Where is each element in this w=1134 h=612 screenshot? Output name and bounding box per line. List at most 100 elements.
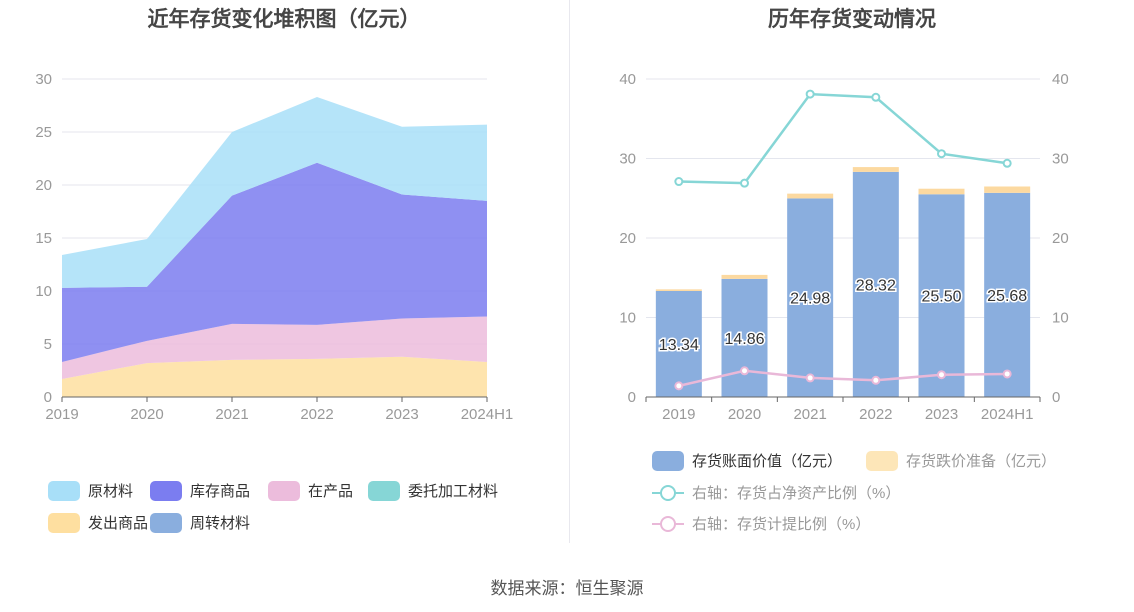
point-line_reserve_ratio	[805, 373, 815, 383]
y-tick-label: 25	[35, 124, 52, 141]
bar-reserve	[852, 167, 899, 172]
y-tick-label: 20	[35, 177, 52, 194]
legend-item-bar_book[interactable]: 存货账面价值（亿元）	[652, 450, 842, 471]
point-line_reserve_ratio	[1002, 369, 1012, 379]
stacked-area-chart: 0 5 10 15 20 25 30 2019 2020 2021 2022 2023 2024H1	[35, 71, 514, 423]
bar-reserve	[984, 186, 1031, 193]
point-line_ratio_net	[740, 178, 749, 188]
x-tick-label: 2022	[859, 406, 892, 423]
y-tick-label: 5	[44, 336, 52, 353]
legend-swatch	[652, 450, 684, 471]
bar-reserve	[721, 274, 768, 279]
legend-swatch	[150, 480, 182, 501]
y-tick-label: 0	[44, 389, 52, 406]
legend-item-shipped[interactable]: 发出商品	[48, 512, 148, 533]
y-tick-label: 10	[619, 310, 636, 327]
x-tick-label: 2024H1	[981, 406, 1034, 423]
bar-book-value	[918, 194, 965, 397]
legend-swatch	[48, 512, 80, 533]
legend-label: 原材料	[88, 483, 134, 500]
left-chart-panel: 近年存货变化堆积图（亿元） 0 5 10 15 20 25 30 2019 2020 2021 20…	[0, 0, 568, 560]
right-chart-title: 历年存货变动情况	[768, 8, 936, 31]
point-line_reserve_ratio	[740, 366, 749, 376]
legend-label: 周转材料	[190, 515, 251, 532]
bar-reserve	[655, 289, 702, 291]
x-tick-label: 2021	[793, 406, 826, 423]
legend-item-line_reserve_ratio[interactable]: 右轴：存货计提比例（%）	[652, 513, 870, 534]
bar-book-value	[721, 278, 768, 397]
x-tick-label: 2024H1	[461, 406, 514, 423]
y2-tick-label: 0	[1052, 389, 1060, 406]
y2-tick-label: 10	[1052, 310, 1069, 327]
x-tick-label: 2022	[300, 406, 333, 423]
legend-item-raw[interactable]: 原材料	[48, 480, 133, 501]
x-tick-label: 2019	[662, 406, 695, 423]
legend-swatch	[652, 483, 684, 503]
legend-swatch	[866, 450, 898, 471]
right-chart-panel: 历年存货变动情况 0 10 20 30 40 0 10 20 30 40 13.34 14.86 24.…	[570, 0, 1134, 560]
point-line_ratio_net	[1002, 158, 1012, 168]
point-line_ratio_net	[674, 177, 684, 187]
point-line_ratio_net	[871, 92, 881, 102]
y-tick-label: 0	[628, 389, 636, 406]
area-shipped	[62, 356, 487, 397]
legend-item-wip[interactable]: 在产品	[268, 480, 353, 501]
legend-label: 右轴：存货计提比例（%）	[692, 516, 871, 533]
x-tick-label: 2019	[45, 406, 78, 423]
y-tick-label: 30	[619, 151, 636, 168]
line-line_reserve_ratio	[678, 369, 1008, 388]
legend-item-turnover[interactable]: 周转材料	[150, 512, 250, 533]
legend-label: 存货跌价准备（亿元）	[906, 453, 1057, 470]
point-line_ratio_net	[937, 149, 946, 159]
bar-value-label: 25.68	[987, 288, 1027, 305]
point-line_reserve_ratio	[871, 375, 881, 385]
y2-tick-label: 30	[1052, 151, 1069, 168]
y2-tick-label: 40	[1052, 71, 1069, 88]
area-finished	[62, 162, 487, 363]
bar-value-label: 28.32	[856, 277, 896, 294]
x-tick-label: 2020	[728, 406, 761, 423]
left-chart-title: 近年存货变化堆积图（亿元）	[147, 8, 421, 31]
y-tick-label: 15	[35, 230, 52, 247]
legend-item-outsourced[interactable]: 委托加工材料	[368, 480, 498, 501]
bar-value-label: 14.86	[724, 331, 764, 348]
legend-label: 发出商品	[88, 515, 149, 532]
y-tick-label: 40	[619, 71, 636, 88]
legend-item-bar_reserve[interactable]: 存货跌价准备（亿元）	[866, 450, 1056, 471]
y-tick-label: 30	[35, 71, 52, 88]
legend-swatch	[268, 480, 300, 501]
bar-value-label: 13.34	[659, 337, 699, 354]
point-line_reserve_ratio	[674, 381, 684, 391]
bar-book-value	[852, 171, 899, 397]
panel-divider	[569, 0, 570, 543]
legend-item-finished[interactable]: 库存商品	[150, 480, 250, 501]
x-tick-label: 2021	[215, 406, 248, 423]
legend-label: 在产品	[308, 483, 354, 500]
legend-label: 存货账面价值（亿元）	[692, 453, 843, 470]
bar-reserve	[918, 188, 965, 195]
legend-swatch	[368, 480, 400, 501]
point-line_reserve_ratio	[937, 370, 946, 380]
x-tick-label: 2020	[130, 406, 163, 423]
legend-swatch	[48, 480, 80, 501]
x-tick-label: 2023	[925, 406, 958, 423]
area-raw	[62, 97, 487, 288]
legend-label: 库存商品	[190, 483, 251, 500]
bar-value-label: 24.98	[790, 291, 830, 308]
x-tick-label: 2023	[385, 406, 418, 423]
area-wip	[62, 316, 487, 379]
bar-value-label: 25.50	[921, 289, 961, 306]
bar-book-value	[655, 290, 702, 397]
legend-swatch	[150, 512, 182, 533]
y-tick-label: 20	[619, 230, 636, 247]
bar-reserve	[787, 193, 834, 199]
legend-item-line_ratio_net[interactable]: 右轴：存货占净资产比例（%）	[652, 482, 900, 503]
legend-label: 右轴：存货占净资产比例（%）	[692, 485, 901, 502]
y-tick-label: 10	[35, 283, 52, 300]
y2-tick-label: 20	[1052, 230, 1069, 247]
bar-book-value	[787, 198, 834, 397]
bar-book-value	[984, 192, 1031, 397]
data-source-note: 数据来源：恒生聚源	[490, 579, 644, 598]
legend-label: 委托加工材料	[408, 483, 499, 500]
point-line_ratio_net	[805, 89, 815, 99]
